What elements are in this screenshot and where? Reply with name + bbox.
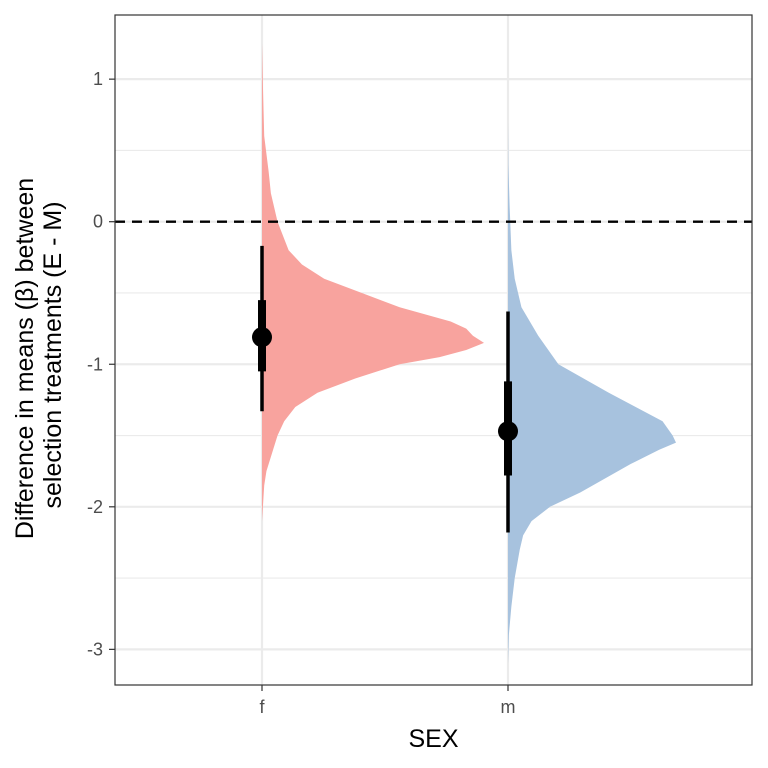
y-axis-title-line-2: selection treatments (E - M) <box>39 201 67 508</box>
x-tick-label-m: m <box>501 697 516 717</box>
y-tick-label: -3 <box>87 639 103 659</box>
point-intervals <box>252 245 518 533</box>
point-estimate-m <box>498 421 518 442</box>
y-tick-label: 0 <box>93 212 103 232</box>
y-axis-title-line-1: Difference in means (β) between <box>11 178 39 539</box>
axes: 1 0 -1 -2 -3 f m <box>87 69 516 717</box>
point-estimate-f <box>252 327 272 348</box>
y-tick-label: -2 <box>87 497 103 517</box>
panel-border <box>114 14 753 686</box>
y-tick-label: -1 <box>87 354 103 374</box>
x-axis-title: SEX <box>408 725 458 753</box>
x-tick-label-f: f <box>259 697 265 717</box>
violin-f <box>262 43 484 522</box>
y-tick-label: 1 <box>93 69 103 89</box>
violins <box>262 43 676 664</box>
y-axis-title: Difference in means (β) between selectio… <box>11 171 67 539</box>
violin-m <box>508 121 676 664</box>
